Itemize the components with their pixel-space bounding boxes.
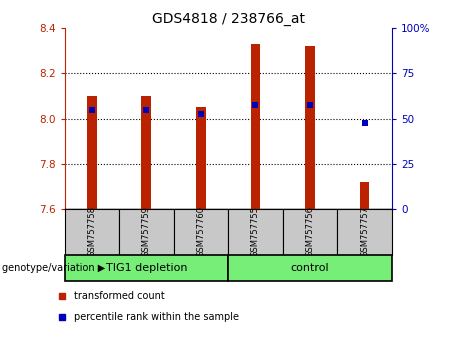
Bar: [228, 209, 283, 255]
Text: percentile rank within the sample: percentile rank within the sample: [74, 312, 238, 322]
Bar: [196, 107, 206, 209]
Text: GSM757758: GSM757758: [87, 206, 96, 257]
Text: control: control: [291, 263, 329, 273]
Bar: [65, 255, 228, 281]
Bar: [87, 96, 97, 209]
Text: transformed count: transformed count: [74, 291, 164, 301]
Bar: [119, 209, 174, 255]
Bar: [251, 44, 260, 209]
Title: GDS4818 / 238766_at: GDS4818 / 238766_at: [152, 12, 305, 26]
Text: genotype/variation ▶: genotype/variation ▶: [2, 263, 106, 273]
Bar: [305, 46, 315, 209]
Bar: [174, 209, 228, 255]
Text: GSM757759: GSM757759: [142, 206, 151, 257]
Text: TIG1 depletion: TIG1 depletion: [106, 263, 187, 273]
Bar: [283, 209, 337, 255]
Bar: [337, 209, 392, 255]
Text: GSM757756: GSM757756: [306, 206, 314, 257]
Text: GSM757760: GSM757760: [196, 206, 206, 257]
Text: GSM757755: GSM757755: [251, 206, 260, 257]
Bar: [360, 182, 369, 209]
Bar: [65, 209, 119, 255]
Bar: [142, 96, 151, 209]
Bar: [228, 255, 392, 281]
Text: GSM757757: GSM757757: [360, 206, 369, 257]
